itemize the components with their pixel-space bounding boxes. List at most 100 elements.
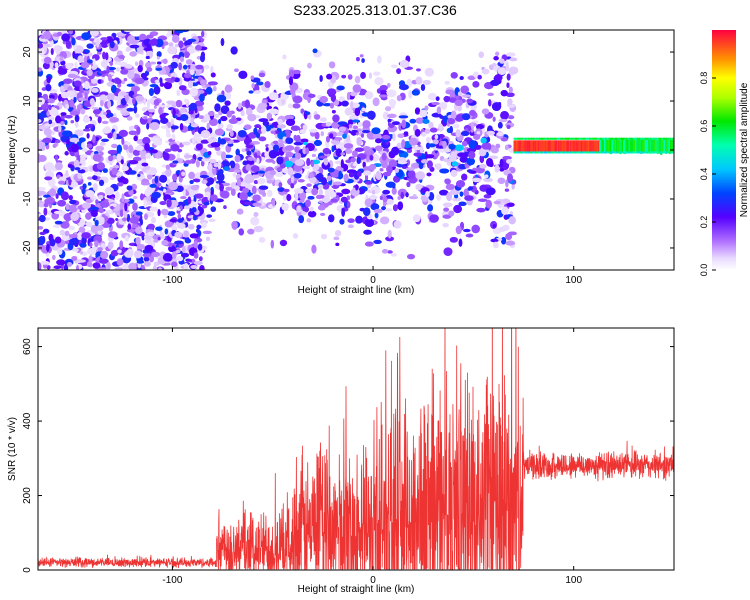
spectrogram-cell xyxy=(438,123,444,132)
spectrogram-cell xyxy=(237,102,242,110)
spectrogram-cell xyxy=(116,182,124,187)
spectrogram-cell xyxy=(134,226,143,235)
spectrogram-cell xyxy=(38,262,42,270)
spectrogram-cell xyxy=(511,184,515,190)
spectrogram-cell xyxy=(314,114,321,120)
spectrogram-cell xyxy=(116,153,122,162)
spectrogram-cell xyxy=(195,143,203,151)
spectrogram-cell xyxy=(149,206,159,212)
spectrogram-cell xyxy=(81,32,91,41)
spectrogram-cell xyxy=(45,196,55,204)
spectrogram-cell xyxy=(99,141,106,147)
spectrogram-cell xyxy=(201,30,205,38)
spectrogram-cell xyxy=(63,213,73,221)
spectrogram-cell xyxy=(196,224,202,230)
spectrogram-cell xyxy=(258,237,266,243)
spectrogram-cell xyxy=(129,44,140,49)
spectrogram-cell xyxy=(95,145,105,152)
chart-title: S233.2025.313.01.37.C36 xyxy=(293,2,457,18)
spectrogram-cell xyxy=(306,218,311,223)
spectrogram-cell xyxy=(52,143,57,148)
spectrogram-cell xyxy=(105,52,109,61)
spectrogram-cell xyxy=(405,192,409,198)
spectrogram-cell xyxy=(340,196,348,203)
spectrogram-cell xyxy=(331,109,336,114)
spectrogram-cell xyxy=(412,194,417,198)
spectrogram-cell xyxy=(277,118,283,126)
spectrogram-cell xyxy=(175,249,181,254)
spectrogram-cell xyxy=(136,260,145,264)
spectrogram-cell xyxy=(38,154,47,162)
spectrogram-cell xyxy=(70,212,80,222)
spectrogram-cell xyxy=(271,197,276,207)
spectrogram-cell xyxy=(201,132,209,138)
spectrogram-cell xyxy=(279,239,288,247)
spectrogram-cell xyxy=(65,203,70,211)
spectrogram-cell xyxy=(297,179,305,183)
spectrogram-cell xyxy=(382,248,389,254)
spectrogram-cell xyxy=(506,202,515,207)
spectrogram-cell xyxy=(131,223,138,229)
spectrogram-cell xyxy=(76,231,83,241)
spectrogram-cell xyxy=(178,62,183,71)
spectrogram-cell xyxy=(420,84,426,91)
spectrogram-cell xyxy=(424,128,431,134)
spectrogram-cell xyxy=(453,204,462,214)
spectrogram-cell xyxy=(386,89,397,98)
spectrogram-cell xyxy=(129,39,140,44)
spectrogram-cell xyxy=(177,213,182,220)
spectrogram-cell xyxy=(69,137,79,143)
spectrogram-cell xyxy=(285,151,294,158)
spectrogram-cell xyxy=(193,252,199,259)
spectrogram-cell xyxy=(171,251,177,259)
spectrogram-cell xyxy=(70,119,75,124)
spectrogram-cell xyxy=(38,67,43,72)
spectrogram-cell xyxy=(110,249,119,257)
spectrogram-cell xyxy=(38,42,44,49)
spectrogram-cell xyxy=(121,137,125,146)
spectrogram-cell xyxy=(323,158,329,166)
spectrogram-cell xyxy=(317,184,324,189)
spectrogram-cell xyxy=(219,138,227,145)
spectrogram-cell xyxy=(148,108,156,113)
spectrogram-cell xyxy=(66,90,75,97)
spectrogram-cell xyxy=(60,112,67,116)
spectrogram-cell xyxy=(38,235,46,245)
spectrogram-cell xyxy=(470,122,474,130)
spectrogram-cell xyxy=(189,233,199,239)
spectrogram-cell xyxy=(347,74,353,80)
spectrogram-cell xyxy=(277,187,285,192)
spectrogram-cell xyxy=(92,175,98,181)
spectrogram-cell xyxy=(205,86,213,95)
spectrogram-cell xyxy=(142,136,151,145)
spectrogram-cell xyxy=(78,137,86,143)
spectrogram-cell xyxy=(365,241,374,247)
spectrogram-cell xyxy=(384,208,393,212)
spectrogram-cell xyxy=(86,59,93,64)
spectrogram-cell xyxy=(99,114,108,119)
spectrogram-cell xyxy=(79,108,86,115)
spectrogram-cell xyxy=(234,68,239,72)
spectrogram-cell xyxy=(381,152,387,161)
spectrogram-cell xyxy=(241,148,246,152)
spectrogram-cell xyxy=(459,191,464,197)
spectrogram-cell xyxy=(335,148,343,158)
spectrogram-cell xyxy=(153,99,160,106)
spectrogram-cell xyxy=(380,89,387,94)
spectrogram-cell xyxy=(110,205,114,210)
spectrogram-cell xyxy=(406,78,413,87)
spectrogram-cell xyxy=(444,178,451,185)
spectrogram-cell xyxy=(73,159,80,167)
spectrogram-cell xyxy=(120,69,129,75)
spectrogram-cell xyxy=(123,144,129,151)
spectrogram-cell xyxy=(87,123,94,129)
spectrogram-cell xyxy=(307,195,315,200)
spectrogram-cell xyxy=(320,131,324,137)
spectrogram-cell xyxy=(183,160,194,164)
spectrogram-cell xyxy=(156,51,162,58)
spectrogram-cell xyxy=(181,245,186,254)
spectrogram-cell xyxy=(361,129,370,134)
spectrogram-cell xyxy=(57,199,67,207)
spectrogram-cell xyxy=(165,168,172,177)
spectrogram-cell xyxy=(172,108,176,117)
